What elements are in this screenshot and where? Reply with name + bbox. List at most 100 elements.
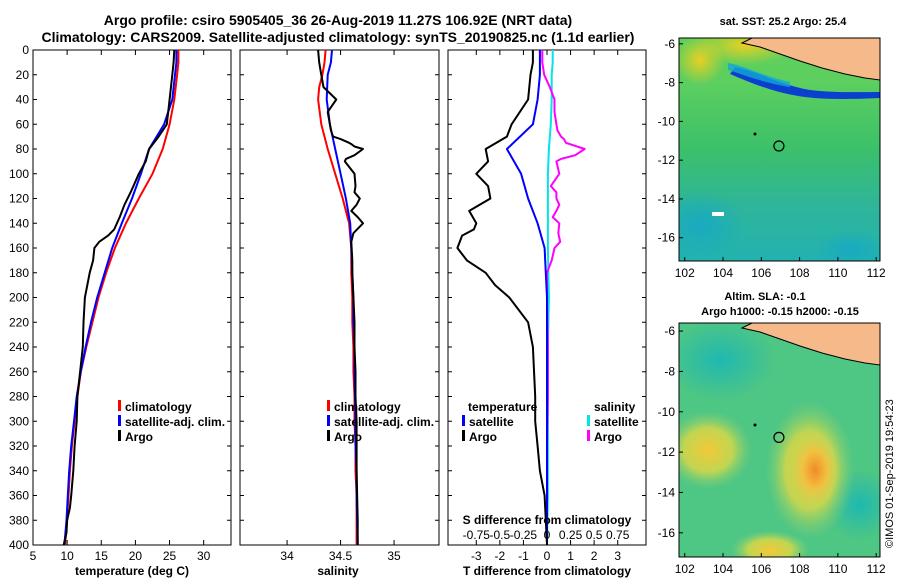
depth-tick-label: 260 bbox=[9, 365, 29, 379]
salinity-plot: 34 34.5 35 bbox=[240, 49, 439, 563]
x-tick-label: 15 bbox=[95, 549, 109, 563]
sla-map-subtitle: Argo h1000: -0.15 h2000: -0.15 bbox=[701, 306, 859, 318]
x-tick-label: -3 bbox=[471, 549, 482, 563]
sla-land-java bbox=[740, 323, 880, 366]
temperature-xlabel: temperature (deg C) bbox=[75, 564, 189, 578]
lat-tick-label: -16 bbox=[658, 526, 676, 540]
temperature-plot: 5 10 15 20 25 30 bbox=[30, 49, 231, 563]
series-line-t-satellite bbox=[505, 50, 548, 545]
lat-tick-label: -10 bbox=[658, 114, 676, 128]
x-tick-label: 5 bbox=[30, 549, 37, 563]
lon-tick-label: 108 bbox=[790, 266, 810, 280]
legend-swatch-climatology bbox=[118, 400, 121, 411]
legend-label-argo: Argo bbox=[125, 430, 153, 444]
sla-profile-location-marker bbox=[773, 431, 785, 443]
difference-plot: -3 -2 -1 0 1 2 3-0.75 -0.5 -0.25 0 0.25 0.5 0.75 bbox=[448, 49, 646, 563]
depth-tick-label: 340 bbox=[9, 464, 29, 478]
legend-label-s-satellite: satellite bbox=[594, 415, 639, 429]
lon-tick-label: 104 bbox=[713, 562, 733, 576]
sla-map-frame bbox=[678, 322, 881, 558]
depth-tick-label: 20 bbox=[16, 68, 30, 82]
legend-title-temperature: temperature bbox=[468, 400, 538, 414]
x-tick-label: 1 bbox=[567, 549, 574, 563]
sst-cool-patch bbox=[815, 230, 880, 261]
x-tick-label: 2 bbox=[591, 549, 598, 563]
x-tick-label: -1 bbox=[518, 549, 529, 563]
lat-tick-label: -14 bbox=[658, 485, 676, 499]
sst-map: -6 -8 -10 -12 -14 -16 102 104 106 108 110 112 bbox=[658, 37, 886, 280]
sla-map: -6 -8 -10 -12 -14 -16 102 104 106 108 110 112 bbox=[658, 322, 886, 576]
depth-axis: 0 20 40 60 80 100 120 140 160 180 200 220 240 260 280 3… bbox=[9, 43, 29, 552]
x-tick-label: 34 bbox=[280, 549, 294, 563]
lon-tick-label: 104 bbox=[713, 266, 733, 280]
legend-title-salinity: salinity bbox=[594, 400, 636, 414]
lat-tick-label: -14 bbox=[658, 192, 676, 206]
depth-tick-label: 80 bbox=[16, 142, 30, 156]
x-tick-label: 3 bbox=[614, 549, 621, 563]
legend-label-s-argo: Argo bbox=[594, 430, 622, 444]
lat-tick-label: -6 bbox=[664, 37, 675, 51]
lat-tick-label: -8 bbox=[664, 364, 675, 378]
sla-low-patch bbox=[679, 323, 775, 400]
lon-tick-label: 112 bbox=[867, 266, 886, 280]
legend-label-satellite: satellite-adj. clim. bbox=[334, 415, 434, 429]
s-tick-label: -0.25 bbox=[510, 528, 538, 542]
depth-tick-label: 0 bbox=[22, 43, 29, 57]
sst-cold-band-edge bbox=[728, 63, 790, 87]
sst-missing-data bbox=[712, 212, 724, 216]
sla-map-axes: -6 -8 -10 -12 -14 -16 102 104 106 108 110 112 bbox=[658, 324, 886, 576]
sst-map-axes: -6 -8 -10 -12 -14 -16 102 104 106 108 110 112 bbox=[658, 37, 886, 280]
legend-label-climatology: climatology bbox=[125, 400, 192, 414]
temperature-panel-frame bbox=[32, 49, 232, 546]
s-tick-label: -0.75 bbox=[463, 528, 491, 542]
legend-swatch-s-argo bbox=[587, 430, 590, 441]
sst-island bbox=[753, 132, 757, 136]
lon-tick-label: 110 bbox=[828, 266, 847, 280]
difference-legend: temperature satellite Argo salinity sate… bbox=[462, 400, 639, 444]
depth-tick-label: 200 bbox=[9, 291, 29, 305]
salinity-panel-frame bbox=[239, 49, 440, 546]
sla-high-patch bbox=[730, 530, 810, 557]
series-line-argo bbox=[62, 49, 176, 546]
x-tick-label: 30 bbox=[197, 549, 211, 563]
difference-top-xlabel: S difference from climatology bbox=[463, 513, 632, 527]
lon-tick-label: 112 bbox=[867, 562, 886, 576]
legend-swatch-climatology bbox=[327, 400, 330, 411]
sst-cool-patch bbox=[679, 190, 745, 260]
legend-swatch-satellite bbox=[327, 415, 330, 426]
depth-tick-label: 140 bbox=[9, 216, 29, 230]
s-tick-label: 0.75 bbox=[606, 528, 630, 542]
figure-title-line-1: Argo profile: csiro 5905405_36 26-Aug-20… bbox=[104, 12, 572, 28]
x-tick-label: -2 bbox=[495, 549, 506, 563]
sst-map-frame bbox=[678, 37, 881, 262]
sla-map-title: Altim. SLA: -0.1 bbox=[724, 291, 805, 303]
footer-timestamp: ©IMOS 01-Sep-2019 19:54:23 bbox=[884, 399, 896, 548]
x-tick-label: 10 bbox=[60, 549, 74, 563]
depth-tick-label: 60 bbox=[16, 117, 30, 131]
sla-island bbox=[753, 423, 757, 427]
lon-tick-label: 110 bbox=[828, 562, 847, 576]
legend-label-climatology: climatology bbox=[334, 400, 401, 414]
depth-tick-label: 400 bbox=[9, 538, 29, 552]
legend-label-t-satellite: satellite bbox=[469, 415, 514, 429]
lon-tick-label: 106 bbox=[751, 266, 771, 280]
x-tick-label: 25 bbox=[163, 549, 177, 563]
depth-tick-label: 360 bbox=[9, 489, 29, 503]
sst-land-java bbox=[740, 38, 880, 81]
legend-swatch-argo bbox=[327, 430, 330, 441]
temperature-legend: climatology satellite-adj. clim. Argo bbox=[118, 400, 225, 444]
x-tick-label: 0 bbox=[544, 549, 551, 563]
lon-tick-label: 108 bbox=[790, 562, 810, 576]
x-tick-label: 35 bbox=[387, 549, 401, 563]
x-tick-label: 20 bbox=[129, 549, 143, 563]
salinity-xlabel: salinity bbox=[317, 564, 359, 578]
depth-tick-label: 180 bbox=[9, 266, 29, 280]
lat-tick-label: -10 bbox=[658, 405, 676, 419]
s-tick-label: 0.5 bbox=[586, 528, 603, 542]
depth-tick-label: 280 bbox=[9, 390, 29, 404]
legend-swatch-s-satellite bbox=[587, 415, 590, 426]
lon-tick-label: 102 bbox=[675, 562, 695, 576]
sst-map-title: sat. SST: 25.2 Argo: 25.4 bbox=[720, 16, 848, 28]
lon-tick-label: 106 bbox=[751, 562, 771, 576]
lat-tick-label: -6 bbox=[664, 324, 675, 338]
